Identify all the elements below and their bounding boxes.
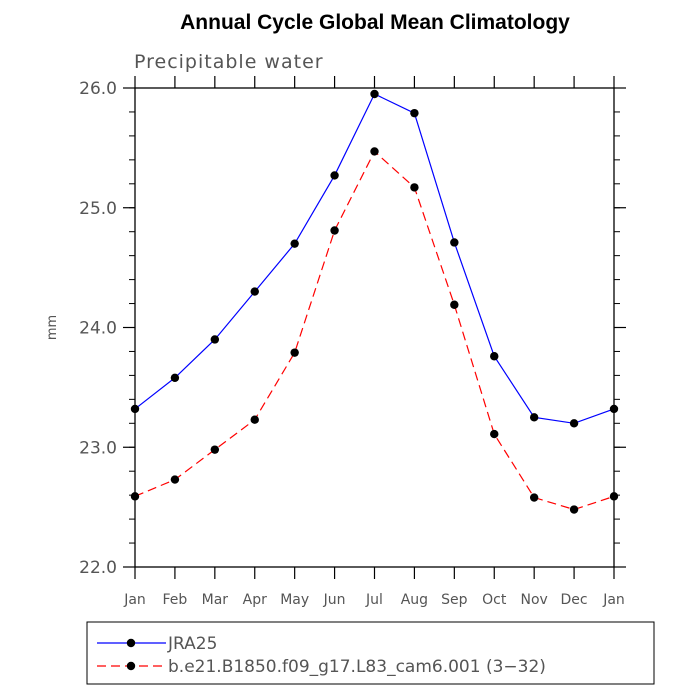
data-point [170,373,180,382]
legend-label: JRA25 [167,634,217,654]
legend-label: b.e21.B1850.f09_g17.L83_cam6.001 (3−32) [168,657,546,677]
data-point [569,419,579,428]
legend-box [86,621,655,685]
minor-ticks [129,87,620,568]
x-ticks: Jan Feb Mar Apr May Jun Jul Aug Sep Oct Nov Dec Jan [123,76,625,608]
series-layer [130,89,619,514]
data-point [490,429,499,439]
x-tick-label: Dec [561,592,588,608]
x-tick-label: Sep [441,592,468,608]
data-point [290,239,299,248]
data-point [210,445,220,454]
chart-title: Annual Cycle Global Mean Climatology [180,11,570,34]
data-point [529,413,539,422]
data-point [290,348,299,357]
y-axis-label: mm [45,315,60,340]
x-tick-label: Mar [202,592,229,608]
y-tick-label: 23.0 [79,438,117,458]
x-tick-label: Oct [482,592,507,608]
data-point [210,335,220,344]
y-tick-label: 22.0 [79,558,117,578]
data-point [330,171,339,180]
data-point [330,226,339,235]
x-tick-label: Aug [401,592,428,608]
x-tick-label: Jul [365,592,383,608]
data-point [370,89,379,99]
y-tick-label: 25.0 [79,199,117,219]
x-tick-label: Nov [521,592,548,608]
y-tick-label: 26.0 [79,79,117,99]
x-tick-label: Jan [123,592,146,608]
data-point [370,147,379,156]
x-tick-label: Feb [163,592,188,608]
data-point [450,300,459,309]
data-point [490,352,499,361]
plot-frame [134,87,615,568]
legend-marker [126,661,136,671]
data-point [250,415,259,424]
x-tick-label: Apr [243,592,267,608]
legend: JRA25 b.e21.B1850.f09_g17.L83_cam6.001 (3… [86,621,655,685]
series-line [134,93,615,424]
data-point [529,493,539,502]
series-line [134,150,615,511]
data-point [170,475,180,484]
y-ticks: 22.0 23.0 24.0 25.0 26.0 [79,79,626,578]
data-point [410,108,419,118]
data-point [250,287,259,296]
x-tick-label: Jan [602,592,625,608]
data-point [410,183,419,192]
legend-marker [126,638,136,648]
data-point [450,238,459,247]
x-tick-label: May [280,592,309,608]
y-tick-label: 24.0 [79,319,117,339]
series-1 [130,147,619,514]
series-0 [130,89,619,428]
chart-subtitle: Precipitable water [134,51,324,73]
x-tick-label: Jun [323,592,346,608]
data-point [569,505,579,514]
